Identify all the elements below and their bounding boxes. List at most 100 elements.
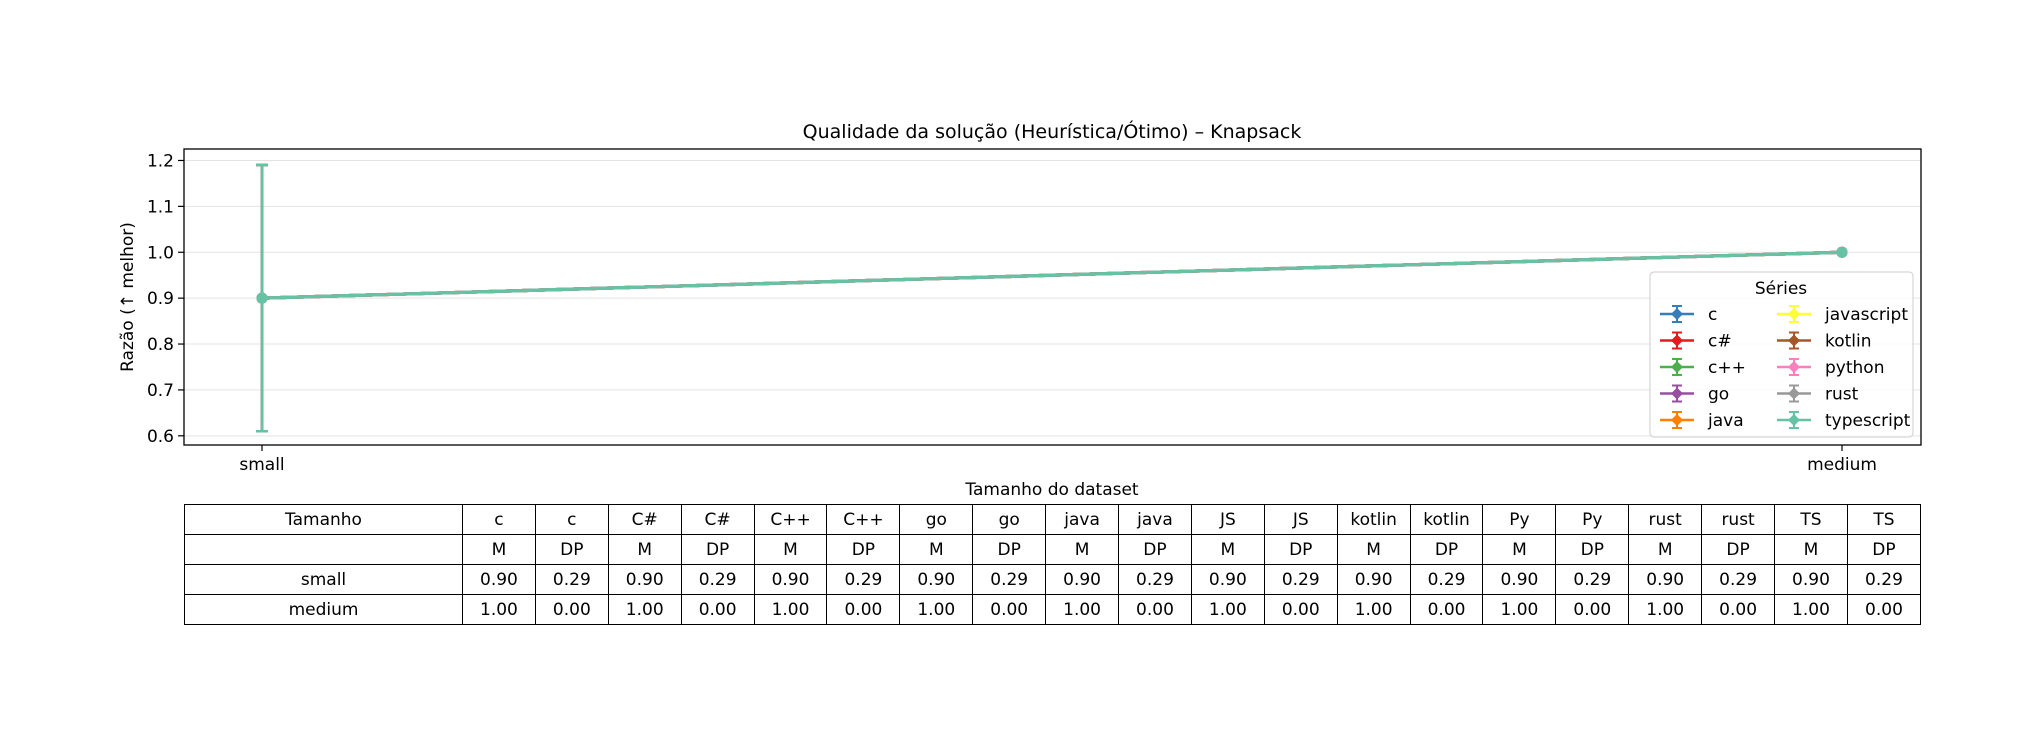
legend-item-rust: rust <box>1777 384 1859 405</box>
table-cell: TS <box>1774 504 1848 535</box>
legend-label: c++ <box>1708 358 1746 378</box>
table-cell: 0.29 <box>680 564 755 595</box>
legend-item-c: c <box>1660 305 1717 325</box>
table-cell: 1.00 <box>1628 594 1703 625</box>
legend-item-c#: c# <box>1660 331 1732 352</box>
table-row: medium 1.00 0.00 1.00 0.00 1.00 0.00 1.00 0.00 1.… <box>184 594 1922 625</box>
table-cell: medium <box>184 594 463 625</box>
table-cell: 0.90 <box>607 564 682 595</box>
legend-box <box>1649 271 1914 438</box>
table-cell: 0.29 <box>1409 564 1484 595</box>
legend-items: c c# c++ go java javascript kotlin python rust ty… <box>1660 305 1911 431</box>
legend-item-c++: c++ <box>1660 358 1746 378</box>
table-cell: 1.00 <box>753 594 828 625</box>
table-cell: 0.90 <box>1336 564 1411 595</box>
table-cell: DP <box>534 534 609 565</box>
table-cell: 0.00 <box>826 594 901 625</box>
chart: Qualidade da solução (Heurística/Ótimo) … <box>118 119 1922 500</box>
legend-item-go: go <box>1660 384 1729 405</box>
x-axis: small medium <box>239 445 1877 475</box>
legend-label: javascript <box>1824 305 1908 325</box>
table-cell: C# <box>680 504 755 535</box>
series-typescript <box>256 163 1848 433</box>
legend-marker <box>1671 361 1683 373</box>
table-cell: java <box>1118 504 1192 535</box>
table-cell: 0.00 <box>534 594 609 625</box>
table-cell: 0.00 <box>1555 594 1630 625</box>
legend-label: java <box>1707 411 1744 431</box>
table-cell: 0.29 <box>826 564 901 595</box>
legend-label: go <box>1708 385 1729 405</box>
legend-label: kotlin <box>1825 332 1872 352</box>
legend-marker <box>1788 308 1800 320</box>
table-cell: 0.00 <box>1263 594 1338 625</box>
legend-item-typescript: typescript <box>1777 411 1911 431</box>
plot-frame <box>183 148 1922 446</box>
table-cell: DP <box>1118 534 1192 565</box>
legend-label: typescript <box>1825 411 1911 431</box>
legend-item-python: python <box>1777 358 1884 378</box>
table-cell: 1.00 <box>462 594 536 625</box>
table-cell <box>184 534 463 565</box>
table-subheader-row: M DP M DP M DP M DP M DP M DP M DP M DP M DP M DP <box>184 534 1922 565</box>
table-cell: rust <box>1628 504 1703 535</box>
grid-lines <box>184 159 1921 437</box>
table-cell: M <box>1774 534 1848 565</box>
table-cell: Tamanho <box>184 504 463 535</box>
table-cell: 1.00 <box>1045 594 1120 625</box>
table-cell: DP <box>1555 534 1630 565</box>
table-cell: 0.00 <box>972 594 1047 625</box>
chart-title: Qualidade da solução (Heurística/Ótimo) … <box>803 119 1302 143</box>
table-cell: go <box>972 504 1047 535</box>
y-tick-label: 0.7 <box>147 381 174 401</box>
table-cell: small <box>184 564 463 595</box>
table-cell: C++ <box>753 504 828 535</box>
legend-item-kotlin: kotlin <box>1777 331 1872 352</box>
y-tick-label: 0.6 <box>147 427 174 447</box>
legend-marker <box>1671 387 1683 400</box>
legend-title: Séries <box>1755 279 1807 299</box>
table-cell: 0.90 <box>1774 564 1848 595</box>
table-cell: M <box>607 534 682 565</box>
table-cell: DP <box>826 534 901 565</box>
legend-marker <box>1788 361 1800 373</box>
table-cell: TS <box>1846 504 1922 535</box>
legend-marker <box>1671 414 1683 426</box>
table-cell: go <box>899 504 974 535</box>
table-cell: 1.00 <box>1482 594 1557 625</box>
table-cell: 0.29 <box>1263 564 1338 595</box>
legend-marker <box>1788 387 1800 400</box>
y-axis: 0.6 0.7 0.8 0.9 1.0 1.1 1.2 <box>147 151 184 447</box>
data-point <box>256 292 268 304</box>
legend-label: c# <box>1708 332 1732 352</box>
table-cell: 0.29 <box>1701 564 1776 595</box>
legend: Séries c c# c++ go java javascript kotlin pytho… <box>1649 271 1914 438</box>
table-cell: M <box>1190 534 1265 565</box>
table-cell: JS <box>1263 504 1338 535</box>
table-cell: 0.29 <box>1555 564 1630 595</box>
table-cell: 0.00 <box>1701 594 1776 625</box>
table-cell: 0.00 <box>1846 594 1922 625</box>
table-cell: kotlin <box>1336 504 1411 535</box>
legend-label: rust <box>1825 385 1859 405</box>
table-cell: rust <box>1701 504 1776 535</box>
x-tick-label: medium <box>1807 455 1877 475</box>
table-cell: c <box>534 504 609 535</box>
table-cell: M <box>1628 534 1703 565</box>
table-cell: M <box>899 534 974 565</box>
table-cell: 1.00 <box>899 594 974 625</box>
table-cell: 0.00 <box>1409 594 1484 625</box>
table-cell: JS <box>1190 504 1265 535</box>
data-point <box>1836 246 1848 258</box>
x-tick-label: small <box>239 455 284 475</box>
table-cell: c <box>462 504 536 535</box>
table-cell: 0.00 <box>1118 594 1192 625</box>
table-cell: 0.90 <box>462 564 536 595</box>
y-tick-label: 1.1 <box>147 197 174 217</box>
table-cell: 0.29 <box>1846 564 1922 595</box>
table-cell: C++ <box>826 504 901 535</box>
legend-marker <box>1671 308 1683 320</box>
legend-marker <box>1788 334 1800 347</box>
legend-item-java: java <box>1660 411 1744 431</box>
table-cell: 1.00 <box>1190 594 1265 625</box>
